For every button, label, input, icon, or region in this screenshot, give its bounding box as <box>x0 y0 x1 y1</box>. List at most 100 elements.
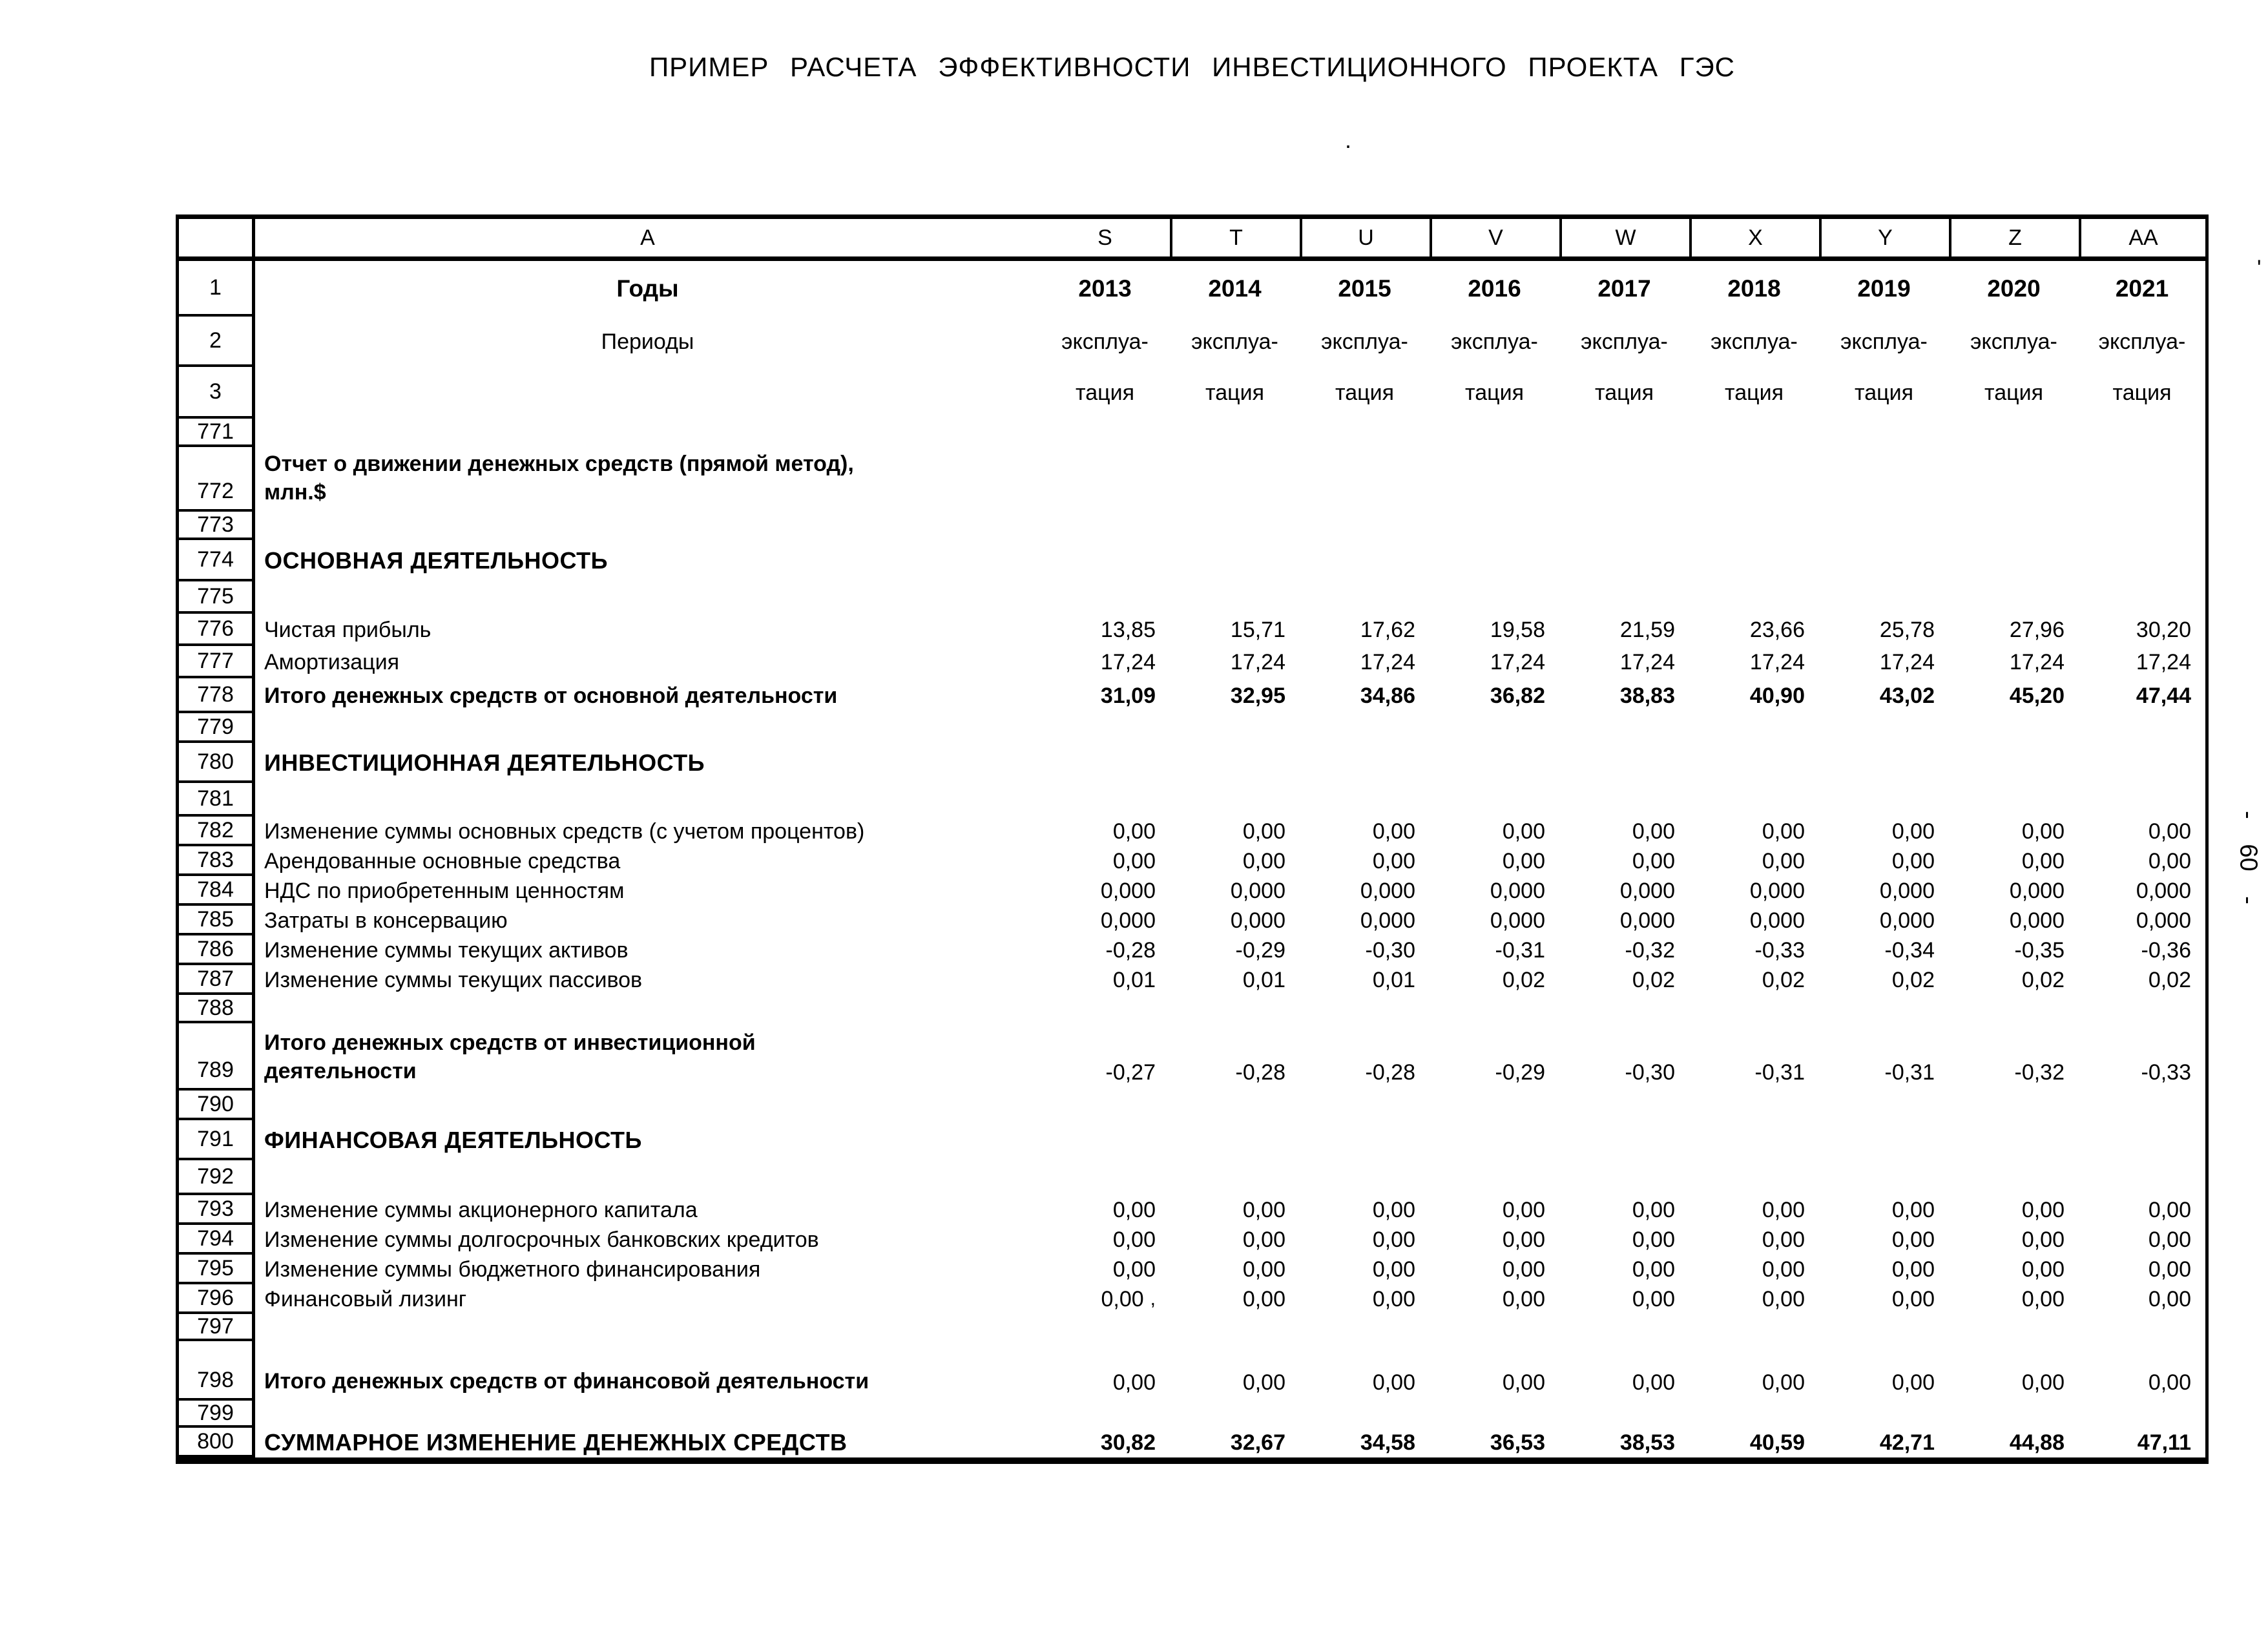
cell-value-text: 17,24 <box>2009 649 2065 674</box>
cell-value <box>1689 1120 1819 1160</box>
cell-value <box>1040 581 1170 614</box>
cell-value: 0,000 <box>1300 876 1430 906</box>
cell-value: эксплуа- <box>1040 317 1170 367</box>
row-label: Амортизация <box>264 650 400 674</box>
cell-value <box>1949 419 2079 447</box>
cell-value: 34,58 <box>1300 1428 1430 1457</box>
cell-value: 0,00 <box>1040 1255 1170 1284</box>
table-row-797: 797 <box>176 1314 2209 1341</box>
cell-value-text: 0,00 <box>1101 1286 1144 1311</box>
cell-value-text: 0,00 <box>2148 1286 2191 1311</box>
cell-value: 0,00 <box>1819 1225 1949 1255</box>
cell-value <box>1300 1120 1430 1160</box>
cell-value: 0,000 <box>1040 876 1170 906</box>
row-label: НДС по приобретенным ценностям <box>264 879 625 903</box>
cell-value <box>1689 581 1819 614</box>
cell-value: 17,24 <box>1689 646 1819 678</box>
cell-value: 0,00 <box>1559 1284 1689 1314</box>
cell-value <box>1559 447 1689 512</box>
cell-value-text: 32,67 <box>1230 1430 1285 1455</box>
cell-value <box>1170 419 1300 447</box>
scan-artifact-apostrophe: ' <box>2257 256 2262 280</box>
cell-value-text: 25,78 <box>1879 617 1935 642</box>
cell-value <box>1040 512 1170 540</box>
cell-value: 0,02 <box>1430 965 1559 995</box>
cell-value-text: 0,00 <box>2021 819 2065 844</box>
cell-value <box>1170 713 1300 743</box>
cell-value-text: тация <box>1855 380 1913 405</box>
cell-value: 17,62 <box>1300 614 1430 646</box>
cell-value <box>1430 540 1559 581</box>
cell-value-text: 30,82 <box>1100 1430 1156 1455</box>
cell-value <box>1430 995 1559 1023</box>
cell-value <box>1170 581 1300 614</box>
row-number: 784 <box>176 876 255 906</box>
scan-artifact-mark: , <box>1150 1288 1156 1310</box>
cell-value <box>1170 995 1300 1023</box>
cell-value-text: 34,86 <box>1360 683 1415 708</box>
cell-value <box>1949 1314 2079 1341</box>
cell-value: 0,000 <box>2079 876 2209 906</box>
cell-value: 0,00 <box>1689 1225 1819 1255</box>
cell-value-text: 15,71 <box>1230 617 1285 642</box>
cell-value <box>1689 540 1819 581</box>
cell-value-text: 42,71 <box>1879 1430 1935 1455</box>
cell-value: 0,000 <box>1430 876 1559 906</box>
cell-value: -0,32 <box>1559 935 1689 965</box>
cell-value: 0,00 <box>1819 1195 1949 1225</box>
table-row-800: 800 СУММАРНОЕ ИЗМЕНЕНИЕ ДЕНЕЖНЫХ СРЕДСТВ 3… <box>176 1428 2209 1464</box>
cell-value-text: 2018 <box>1727 275 1781 302</box>
cell-value <box>2079 1091 2209 1120</box>
cell-value: тация <box>1430 367 1559 419</box>
cell-value: 0,00 <box>1949 1341 2079 1401</box>
cell-value <box>1300 1401 1430 1428</box>
table-row-780: 780 ИНВЕСТИЦИОННАЯ ДЕЯТЕЛЬНОСТЬ <box>176 743 2209 783</box>
cell-value <box>1819 447 1949 512</box>
cell-value-text: -0,31 <box>1495 937 1546 963</box>
cell-value-text: -0,27 <box>1105 1060 1156 1085</box>
column-letter-x: X <box>1689 219 1819 256</box>
cell-value <box>1559 512 1689 540</box>
cell-value-text: 21,59 <box>1619 617 1675 642</box>
cell-value <box>2079 581 2209 614</box>
cell-value <box>1170 512 1300 540</box>
cell-value-text: 0,00 <box>1372 1197 1415 1222</box>
cell-value <box>2079 447 2209 512</box>
cell-value: 25,78 <box>1819 614 1949 646</box>
cell-value-text: 2015 <box>1338 275 1391 302</box>
cell-value <box>1949 447 2079 512</box>
cell-value-text: 0,00 <box>1242 1197 1285 1222</box>
cell-value: эксплуа- <box>2079 317 2209 367</box>
row-label <box>255 995 1040 1023</box>
cell-value: -0,28 <box>1300 1023 1430 1091</box>
cell-value: 0,00 <box>1040 817 1170 846</box>
cell-value: тация <box>2079 367 2209 419</box>
cell-value-text: 0,00 <box>1891 1197 1935 1222</box>
cell-value <box>1170 1314 1300 1341</box>
cell-value <box>1819 419 1949 447</box>
cell-value: 21,59 <box>1559 614 1689 646</box>
column-letter-t: T <box>1170 219 1300 256</box>
cell-value-text: -0,31 <box>1754 1060 1805 1085</box>
cell-value <box>1170 743 1300 783</box>
cell-value <box>1949 713 2079 743</box>
cell-value <box>1300 419 1430 447</box>
row-label: Затраты в консервацию <box>264 908 508 933</box>
cell-value: -0,28 <box>1170 1023 1300 1091</box>
cell-value: -0,29 <box>1430 1023 1559 1091</box>
cell-value-text: 0,00 <box>2148 848 2191 873</box>
cell-value <box>1040 1160 1170 1195</box>
corner-cell <box>176 219 255 256</box>
cell-value: 0,00 <box>2079 1255 2209 1284</box>
cell-value <box>1040 447 1170 512</box>
scan-artifact-dot: . <box>1345 127 1352 153</box>
cell-value <box>1040 1120 1170 1160</box>
cell-value: 0,00 <box>1430 1341 1559 1401</box>
cell-value <box>1170 1401 1300 1428</box>
cell-value: 17,24 <box>1819 646 1949 678</box>
cell-value-text: эксплуа- <box>1581 329 1668 354</box>
cell-value <box>2079 1314 2209 1341</box>
cell-value: 2019 <box>1819 261 1949 317</box>
column-letter-w: W <box>1559 219 1689 256</box>
cell-value <box>1170 1120 1300 1160</box>
